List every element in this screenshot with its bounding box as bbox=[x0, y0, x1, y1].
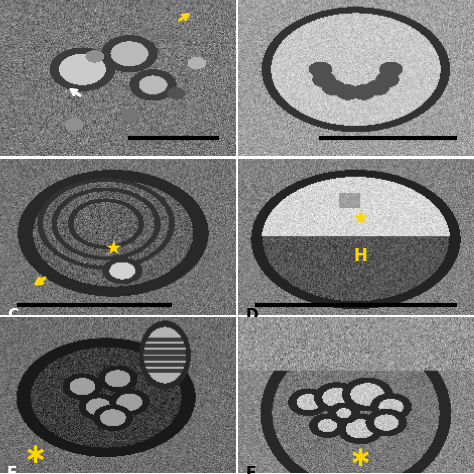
Text: H: H bbox=[354, 247, 368, 265]
Text: D: D bbox=[245, 308, 258, 323]
Text: C: C bbox=[7, 308, 18, 323]
Text: E: E bbox=[7, 466, 18, 474]
Text: ★: ★ bbox=[352, 209, 370, 228]
Text: F: F bbox=[245, 466, 255, 474]
Text: ∗: ∗ bbox=[24, 441, 47, 469]
Text: ★: ★ bbox=[104, 239, 122, 258]
Text: ∗: ∗ bbox=[349, 444, 373, 472]
